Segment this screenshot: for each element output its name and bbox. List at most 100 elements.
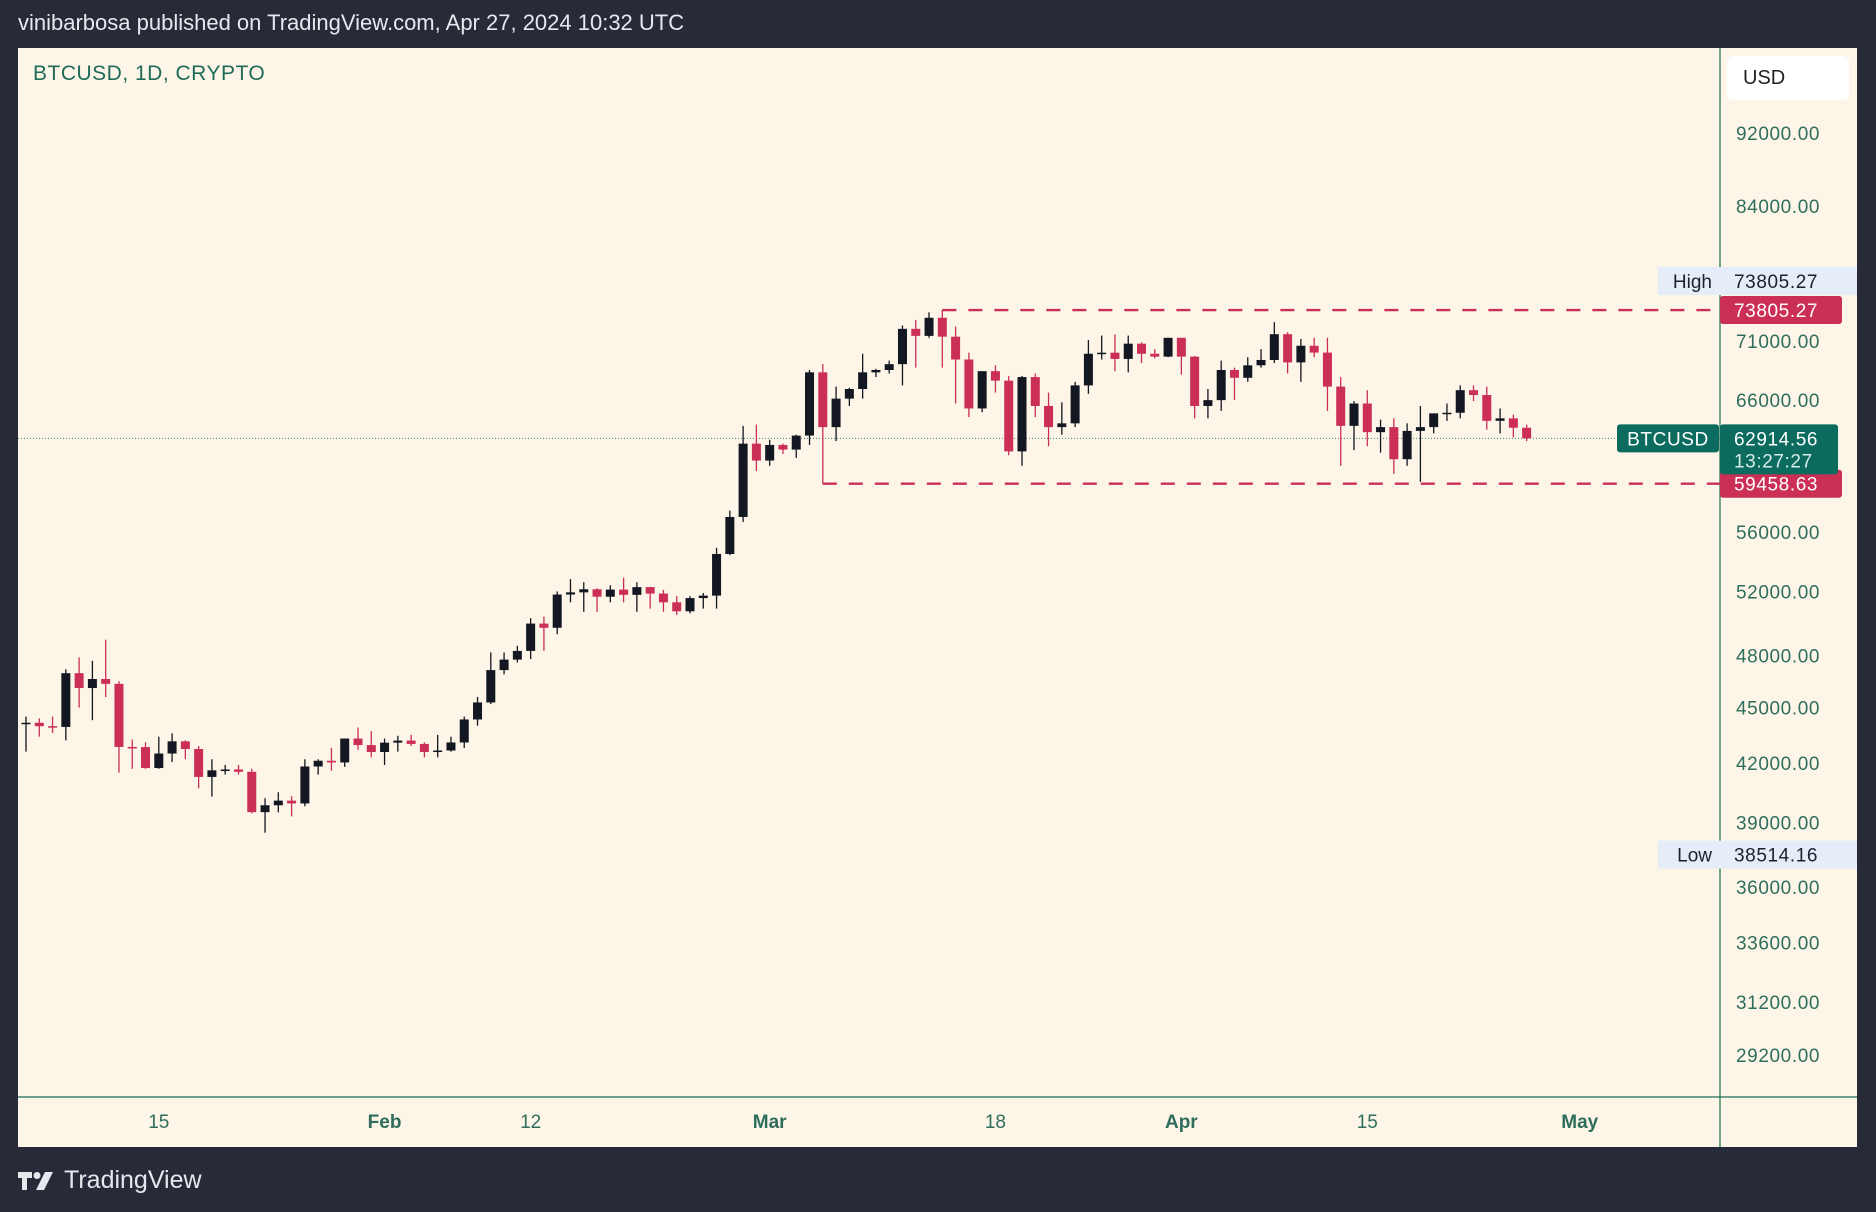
candle-down[interactable] (619, 589, 629, 595)
candle-down[interactable] (1322, 352, 1332, 387)
candle-down[interactable] (233, 769, 243, 772)
candle-up[interactable] (313, 760, 323, 767)
candle-down[interactable] (937, 317, 947, 337)
candle-up[interactable] (805, 372, 815, 436)
candlestick-chart[interactable]: 92000.00 84000.00 71000.00 66000.00 56000.00… (18, 48, 1857, 1147)
candle-down[interactable] (114, 683, 124, 747)
candle-down[interactable] (1004, 380, 1014, 452)
candle-up[interactable] (579, 589, 589, 593)
candle-down[interactable] (1044, 405, 1054, 428)
candle-down[interactable] (1283, 334, 1293, 363)
candle-up[interactable] (499, 659, 509, 671)
candle-up[interactable] (380, 742, 390, 753)
candle-down[interactable] (818, 372, 828, 428)
candle-down[interactable] (1137, 343, 1147, 354)
candle-up[interactable] (1017, 377, 1027, 452)
candle-up[interactable] (61, 673, 71, 727)
candle-down[interactable] (406, 740, 416, 744)
candle-up[interactable] (260, 805, 270, 813)
candle-up[interactable] (712, 553, 722, 596)
candle-down[interactable] (353, 738, 363, 746)
candle-down[interactable] (1309, 345, 1319, 353)
candle-up[interactable] (605, 589, 615, 597)
candle-up[interactable] (473, 702, 483, 720)
candle-up[interactable] (207, 770, 217, 777)
candle-up[interactable] (1455, 390, 1465, 413)
candle-up[interactable] (1296, 345, 1306, 363)
candle-up[interactable] (21, 722, 31, 725)
candle-up[interactable] (858, 372, 868, 389)
candle-up[interactable] (632, 587, 642, 595)
candle-down[interactable] (964, 359, 974, 409)
candle-up[interactable] (924, 317, 934, 336)
candle-down[interactable] (778, 444, 788, 450)
candle-down[interactable] (990, 371, 1000, 381)
candle-up[interactable] (526, 623, 536, 651)
candle-up[interactable] (844, 388, 854, 399)
candle-up[interactable] (1123, 343, 1133, 359)
candle-down[interactable] (34, 722, 44, 727)
candle-down[interactable] (1469, 390, 1479, 396)
candle-up[interactable] (698, 595, 708, 599)
tradingview-logo[interactable]: TradingView (18, 1166, 202, 1195)
candle-up[interactable] (273, 800, 283, 806)
candle-down[interactable] (1362, 403, 1372, 433)
candle-down[interactable] (419, 743, 429, 753)
candle-down[interactable] (247, 771, 257, 813)
candle-up[interactable] (977, 371, 987, 409)
candle-up[interactable] (220, 769, 230, 771)
candle-down[interactable] (48, 726, 58, 728)
candle-up[interactable] (340, 738, 350, 763)
candle-down[interactable] (74, 673, 84, 689)
candle-down[interactable] (672, 602, 682, 612)
candle-up[interactable] (565, 592, 575, 595)
candle-down[interactable] (1389, 427, 1399, 460)
candle-down[interactable] (751, 443, 761, 461)
candle-down[interactable] (1522, 427, 1532, 439)
candle-up[interactable] (154, 753, 164, 769)
candle-down[interactable] (180, 741, 190, 750)
candle-up[interactable] (897, 328, 907, 365)
candle-up[interactable] (486, 670, 496, 703)
candle-down[interactable] (1336, 386, 1346, 426)
candle-up[interactable] (1083, 353, 1093, 386)
candle-down[interactable] (141, 747, 151, 769)
candle-up[interactable] (433, 750, 443, 753)
candle-down[interactable] (1030, 377, 1040, 406)
candle-up[interactable] (446, 742, 456, 751)
candle-up[interactable] (884, 364, 894, 370)
candle-down[interactable] (326, 760, 336, 763)
candle-up[interactable] (1442, 412, 1452, 415)
candle-down[interactable] (194, 749, 204, 777)
candle-down[interactable] (658, 593, 668, 603)
candle-down[interactable] (645, 587, 655, 594)
candle-up[interactable] (725, 516, 735, 554)
candle-up[interactable] (1057, 423, 1067, 428)
candle-down[interactable] (1150, 353, 1160, 357)
candle-up[interactable] (512, 650, 522, 660)
candle-up[interactable] (393, 740, 403, 743)
candle-down[interactable] (287, 800, 297, 804)
candle-down[interactable] (911, 328, 921, 336)
candle-up[interactable] (1070, 385, 1080, 424)
candle-down[interactable] (1190, 356, 1200, 406)
candle-up[interactable] (1402, 430, 1412, 460)
chart-panel[interactable]: 92000.00 84000.00 71000.00 66000.00 56000.00… (18, 48, 1857, 1147)
candle-up[interactable] (1163, 337, 1173, 357)
candle-up[interactable] (1429, 413, 1439, 428)
candle-up[interactable] (831, 398, 841, 428)
candle-down[interactable] (1176, 337, 1186, 357)
candle-up[interactable] (738, 443, 748, 517)
candle-down[interactable] (1229, 369, 1239, 378)
candle-up[interactable] (167, 741, 177, 754)
candle-down[interactable] (539, 623, 549, 628)
candle-up[interactable] (1256, 359, 1266, 366)
candle-up[interactable] (871, 369, 881, 373)
candle-up[interactable] (1495, 418, 1505, 421)
candle-up[interactable] (459, 719, 469, 743)
candle-down[interactable] (101, 679, 111, 684)
candle-down[interactable] (127, 746, 137, 749)
candle-down[interactable] (592, 589, 602, 597)
candle-down[interactable] (1508, 418, 1518, 428)
candle-up[interactable] (552, 594, 562, 628)
